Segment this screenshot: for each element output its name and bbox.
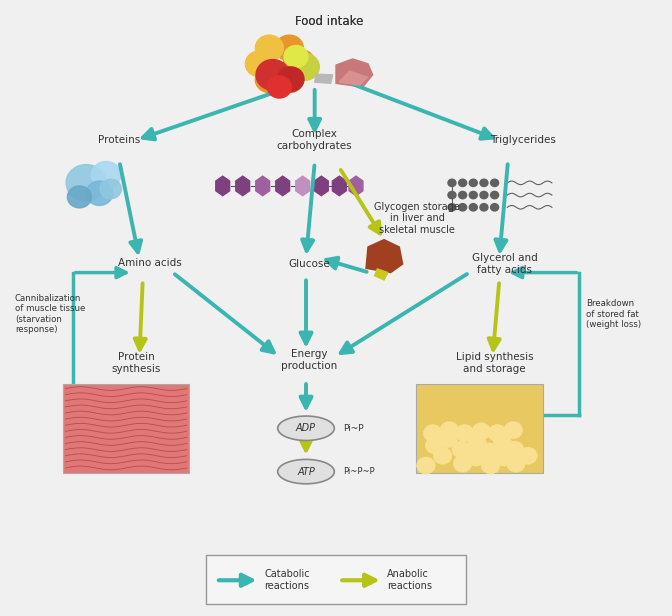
Polygon shape	[349, 176, 363, 196]
Circle shape	[458, 192, 466, 199]
Text: Food intake: Food intake	[295, 15, 364, 28]
Circle shape	[433, 447, 452, 464]
Text: Glycerol and
fatty acids: Glycerol and fatty acids	[472, 253, 538, 275]
Circle shape	[417, 457, 435, 474]
Circle shape	[284, 49, 315, 78]
Text: Food intake: Food intake	[295, 15, 364, 28]
Circle shape	[245, 51, 274, 76]
Text: Pi~P: Pi~P	[343, 424, 364, 433]
Ellipse shape	[278, 416, 335, 440]
Circle shape	[448, 192, 456, 199]
Polygon shape	[333, 176, 346, 196]
Text: Lipid synthesis
and storage: Lipid synthesis and storage	[456, 352, 534, 374]
Polygon shape	[236, 176, 249, 196]
Text: Amino acids: Amino acids	[118, 259, 181, 269]
Circle shape	[452, 441, 470, 458]
Text: Protein
synthesis: Protein synthesis	[112, 352, 161, 374]
Circle shape	[255, 35, 284, 61]
Circle shape	[469, 179, 477, 187]
Polygon shape	[336, 59, 373, 87]
Circle shape	[456, 424, 474, 442]
Circle shape	[493, 435, 512, 452]
Polygon shape	[366, 240, 403, 273]
Text: Complex
carbohydrates: Complex carbohydrates	[277, 129, 353, 151]
Circle shape	[67, 186, 91, 208]
Circle shape	[488, 424, 507, 442]
Circle shape	[504, 421, 523, 439]
Circle shape	[440, 421, 458, 439]
Circle shape	[507, 455, 526, 472]
Circle shape	[480, 192, 488, 199]
Circle shape	[480, 179, 488, 187]
Circle shape	[495, 449, 513, 466]
Polygon shape	[314, 74, 333, 83]
Circle shape	[255, 67, 284, 92]
Text: Cannibalization
of muscle tissue
(starvation
response): Cannibalization of muscle tissue (starva…	[15, 294, 85, 334]
Circle shape	[491, 179, 499, 187]
Circle shape	[284, 46, 308, 68]
Circle shape	[91, 161, 121, 188]
Polygon shape	[375, 269, 388, 280]
FancyBboxPatch shape	[62, 384, 190, 473]
Circle shape	[472, 423, 491, 440]
Text: Glucose: Glucose	[288, 259, 330, 269]
Ellipse shape	[278, 460, 335, 484]
FancyBboxPatch shape	[206, 555, 466, 604]
Circle shape	[276, 35, 303, 61]
Polygon shape	[256, 176, 269, 196]
Circle shape	[480, 204, 488, 211]
Polygon shape	[314, 176, 328, 196]
Circle shape	[454, 455, 472, 472]
Circle shape	[448, 204, 456, 211]
Circle shape	[276, 67, 303, 92]
Circle shape	[66, 164, 106, 201]
Text: ADP: ADP	[296, 423, 316, 433]
Polygon shape	[276, 176, 290, 196]
Circle shape	[439, 431, 457, 448]
Circle shape	[466, 449, 485, 466]
Text: Triglycerides: Triglycerides	[490, 135, 556, 145]
Text: Glycogen storage
in liver and
skeletal muscle: Glycogen storage in liver and skeletal m…	[374, 201, 460, 235]
Circle shape	[448, 179, 456, 187]
Circle shape	[425, 437, 444, 454]
Circle shape	[480, 443, 499, 460]
Circle shape	[290, 54, 319, 80]
Circle shape	[100, 179, 122, 199]
Circle shape	[519, 447, 538, 464]
Circle shape	[491, 192, 499, 199]
Circle shape	[86, 181, 113, 206]
Text: Proteins: Proteins	[98, 135, 140, 145]
Polygon shape	[296, 176, 310, 196]
Polygon shape	[216, 176, 230, 196]
Circle shape	[423, 424, 442, 442]
Circle shape	[481, 457, 500, 474]
Text: Catabolic
reactions: Catabolic reactions	[264, 569, 310, 591]
Text: ATP: ATP	[297, 466, 315, 477]
Text: Breakdown
of stored fat
(weight loss): Breakdown of stored fat (weight loss)	[586, 299, 641, 329]
Circle shape	[469, 204, 477, 211]
FancyBboxPatch shape	[416, 384, 542, 473]
Polygon shape	[339, 71, 368, 85]
Circle shape	[267, 76, 292, 98]
Circle shape	[469, 192, 477, 199]
Circle shape	[256, 60, 290, 90]
Circle shape	[468, 435, 487, 452]
Circle shape	[458, 204, 466, 211]
Circle shape	[278, 67, 304, 91]
Circle shape	[491, 204, 499, 211]
Text: Energy
production: Energy production	[281, 349, 337, 371]
Text: Pi~P~P: Pi~P~P	[343, 467, 374, 476]
Circle shape	[505, 441, 524, 458]
Text: Anabolic
reactions: Anabolic reactions	[387, 569, 432, 591]
Circle shape	[458, 179, 466, 187]
